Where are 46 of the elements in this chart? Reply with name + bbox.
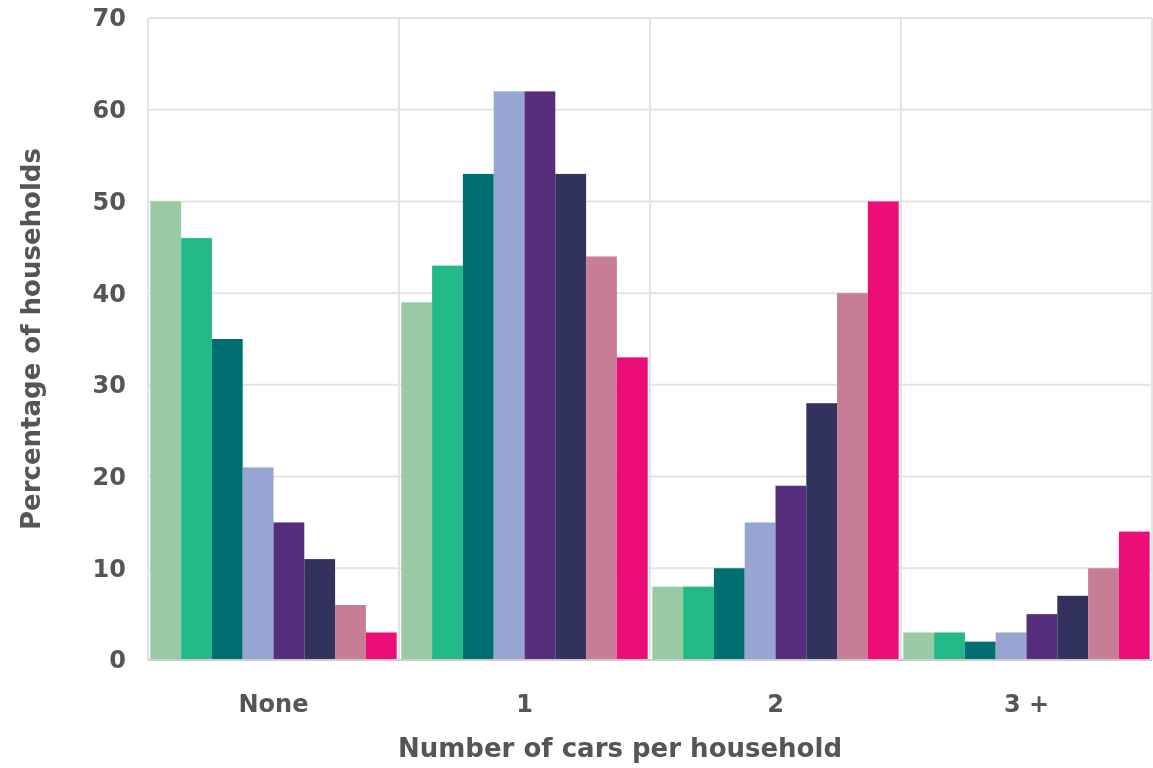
bar: [652, 586, 684, 660]
x-tick-label: 2: [767, 690, 784, 718]
bar: [713, 568, 745, 660]
bar: [181, 238, 212, 660]
bar: [837, 293, 868, 660]
bar: [432, 265, 463, 660]
y-tick-label: 40: [92, 279, 126, 308]
y-tick-label: 70: [92, 4, 126, 33]
y-tick-label: 0: [109, 646, 126, 675]
bar: [934, 632, 965, 660]
bar: [1026, 614, 1058, 660]
y-axis-title: Percentage of households: [16, 148, 46, 530]
bar: [524, 91, 556, 660]
bar: [273, 522, 305, 660]
x-axis-title: Number of cars per household: [397, 733, 843, 763]
bar: [462, 173, 494, 660]
bar: [1118, 531, 1150, 660]
bar: [304, 559, 336, 660]
bar: [1088, 568, 1119, 660]
bar: [493, 91, 525, 660]
bar: [964, 641, 996, 660]
bar: [335, 604, 366, 660]
bar: [365, 632, 397, 660]
y-tick-label: 50: [92, 187, 126, 216]
bar: [242, 467, 274, 660]
bar: [806, 403, 838, 660]
y-tick-label: 30: [92, 371, 126, 400]
bar: [867, 201, 899, 660]
bar: [586, 256, 617, 660]
bar: [995, 632, 1027, 660]
y-tick-label: 20: [92, 462, 126, 491]
bar: [1057, 595, 1089, 660]
x-tick-label: 3 +: [1003, 690, 1050, 718]
bar: [401, 302, 433, 660]
bar: [150, 201, 182, 660]
bar: [903, 632, 935, 660]
y-tick-label: 60: [92, 96, 126, 125]
bar: [555, 173, 587, 660]
bar: [775, 485, 807, 660]
bar: [616, 357, 648, 660]
bar: [211, 339, 243, 660]
bar: [744, 522, 776, 660]
y-tick-label: 10: [92, 554, 126, 583]
x-tick-label: 1: [516, 690, 533, 718]
bar: [683, 586, 714, 660]
x-tick-label: None: [238, 690, 309, 718]
